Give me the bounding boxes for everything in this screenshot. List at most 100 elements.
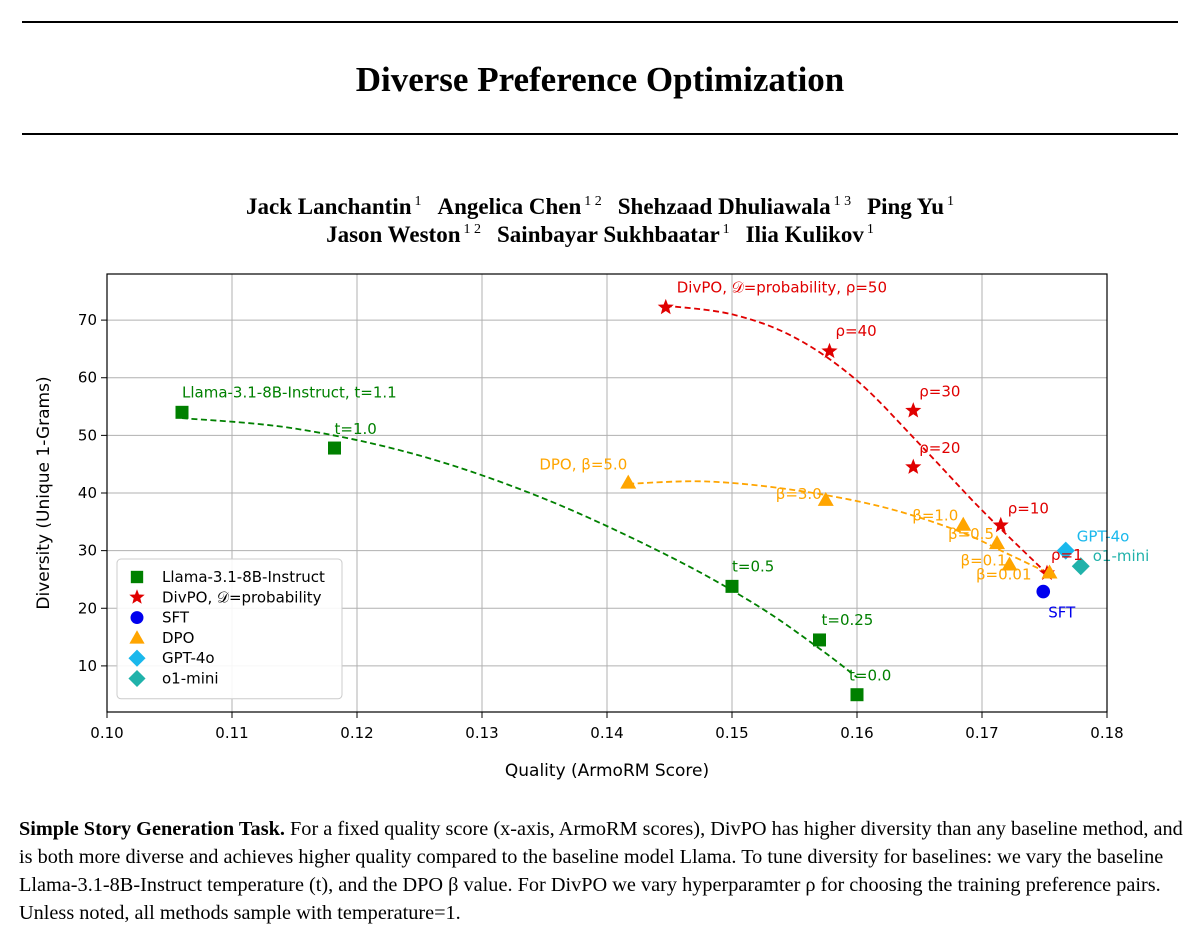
- data-point-square: [328, 441, 341, 455]
- paper-title: Diverse Preference Optimization: [355, 60, 845, 99]
- y-tick-label: 10: [78, 657, 97, 675]
- author-name: Angelica Chen 1 2: [437, 194, 602, 219]
- y-axis-label: Diversity (Unique 1-Grams): [34, 376, 54, 609]
- data-point-diamond: [1056, 541, 1075, 560]
- fit-curves: [181, 304, 1050, 679]
- data-label: t=0.5: [732, 557, 774, 575]
- data-point-star: [905, 402, 922, 418]
- author-list-line-2: Jason Weston 1 2 Sainbayar Sukhbaatar 1 Ilia…: [0, 216, 1200, 249]
- data-labels: Llama-3.1-8B-Instruct, t=1.1 t=1.0 t=0.5 t=…: [182, 278, 1149, 684]
- legend-marker: [130, 570, 144, 584]
- author-name: Jack Lanchantin 1: [246, 194, 422, 219]
- y-tick-label: 40: [78, 484, 97, 502]
- data-label: ρ=10: [1008, 499, 1049, 517]
- author-name: Shehzaad Dhuliawala 1 3: [617, 194, 852, 219]
- legend-label: Llama-3.1-8B-Instruct: [162, 568, 325, 586]
- header-rule-top: [22, 21, 1178, 23]
- data-point-triangle: [817, 491, 834, 506]
- data-point-circle: [1036, 584, 1051, 599]
- caption-title: Simple Story Generation Task.: [19, 818, 285, 840]
- legend-label: SFT: [162, 609, 190, 627]
- y-tick-label: 60: [78, 369, 97, 387]
- figure-caption: Simple Story Generation Task. For a fixe…: [19, 815, 1185, 927]
- author-name: Ping Yu 1: [867, 194, 954, 219]
- data-point-square: [175, 405, 189, 419]
- author-affiliation: 1 3: [833, 194, 852, 209]
- data-label: β=0.01: [976, 566, 1032, 584]
- x-tick-label: 0.11: [215, 724, 248, 742]
- x-tick-label: 0.13: [465, 724, 498, 742]
- x-tick-label: 0.12: [340, 724, 373, 742]
- x-tick-label: 0.18: [1090, 724, 1123, 742]
- data-label: DPO, β=5.0: [539, 456, 627, 474]
- grid-lines: [106, 274, 1108, 712]
- legend-marker: [130, 611, 144, 625]
- author-affiliation: 1 2: [463, 222, 482, 237]
- data-label: t=0.0: [849, 667, 891, 685]
- header-rule-bottom: [22, 133, 1178, 135]
- legend-label: DivPO, 𝒟=probability: [162, 588, 322, 606]
- y-axis-ticks: 10 20 30 40 50 60 70: [78, 311, 107, 675]
- data-label: Llama-3.1-8B-Instruct, t=1.1: [182, 383, 397, 401]
- author-affiliation: 1: [866, 222, 874, 237]
- data-label: t=1.0: [335, 420, 377, 438]
- data-point-diamond: [1071, 557, 1090, 576]
- author-affiliation: 1: [414, 194, 422, 209]
- legend-label: DPO: [162, 629, 194, 647]
- x-axis-label: Quality (ArmoRM Score): [505, 761, 709, 781]
- data-label: o1-mini: [1093, 547, 1150, 565]
- author-affiliation: 1: [722, 222, 730, 237]
- author-affiliation: 1 2: [584, 194, 602, 209]
- author-name: Sainbayar Sukhbaatar 1: [497, 222, 730, 247]
- legend-label: o1-mini: [162, 670, 219, 688]
- data-point-square: [813, 633, 826, 647]
- data-label: β=0.1: [961, 551, 1007, 569]
- data-point-triangle: [955, 516, 972, 531]
- legend-marker: [129, 589, 145, 604]
- x-tick-label: 0.17: [965, 724, 998, 742]
- diversity-quality-chart: 0.10 0.11 0.12 0.13 0.14 0.15 0.16 0.17 0.18 10 20…: [34, 273, 1149, 781]
- legend-marker: [128, 649, 146, 667]
- author-affiliation: 1: [947, 194, 954, 209]
- fit-curve: [181, 417, 858, 679]
- author-name: Ilia Kulikov 1: [745, 222, 874, 247]
- data-label: ρ=20: [919, 439, 960, 457]
- data-point-star: [657, 298, 674, 315]
- data-point-square: [725, 579, 739, 593]
- data-point-triangle: [620, 474, 637, 489]
- author-name: Jason Weston 1 2: [326, 222, 482, 247]
- x-axis-ticks: 0.10 0.11 0.12 0.13 0.14 0.15 0.16 0.17 0.18: [90, 712, 1124, 742]
- caption-body: For a fixed quality score (x-axis, ArmoR…: [19, 818, 1183, 924]
- data-label: β=1.0: [912, 507, 958, 525]
- data-label: β=3.0: [776, 485, 822, 503]
- data-label: DivPO, 𝒟=probability, ρ=50: [677, 278, 887, 296]
- data-label: β=0.5: [948, 525, 994, 543]
- y-tick-label: 70: [78, 311, 97, 329]
- data-markers: [175, 298, 1090, 702]
- data-point-square: [850, 688, 864, 702]
- fit-curve: [665, 304, 1048, 575]
- data-label: ρ=40: [836, 322, 877, 340]
- y-tick-label: 30: [78, 542, 97, 560]
- legend: Llama-3.1-8B-Instruct DivPO, 𝒟=probabilit…: [116, 558, 343, 700]
- data-point-star: [905, 458, 922, 474]
- data-point-triangle: [1001, 556, 1018, 571]
- y-tick-label: 50: [78, 426, 97, 444]
- plot-frame: [106, 273, 1108, 713]
- legend-marker: [129, 630, 145, 644]
- legend-label: GPT-4o: [162, 649, 215, 667]
- data-point-triangle: [1041, 564, 1058, 579]
- data-label: t=0.25: [822, 611, 874, 629]
- data-point-triangle: [989, 535, 1005, 550]
- fit-curve: [628, 480, 1050, 575]
- legend-box: [116, 558, 343, 700]
- y-tick-label: 20: [78, 599, 97, 617]
- x-tick-label: 0.16: [840, 724, 873, 742]
- author-list-line-1: Jack Lanchantin 1 Angelica Chen 1 2 Shehzaad…: [0, 188, 1200, 221]
- x-tick-label: 0.15: [715, 724, 748, 742]
- data-point-star: [992, 516, 1009, 533]
- data-point-star: [821, 342, 838, 359]
- x-tick-label: 0.14: [590, 724, 623, 742]
- data-label: ρ=1: [1051, 546, 1083, 564]
- data-label: SFT: [1048, 604, 1076, 622]
